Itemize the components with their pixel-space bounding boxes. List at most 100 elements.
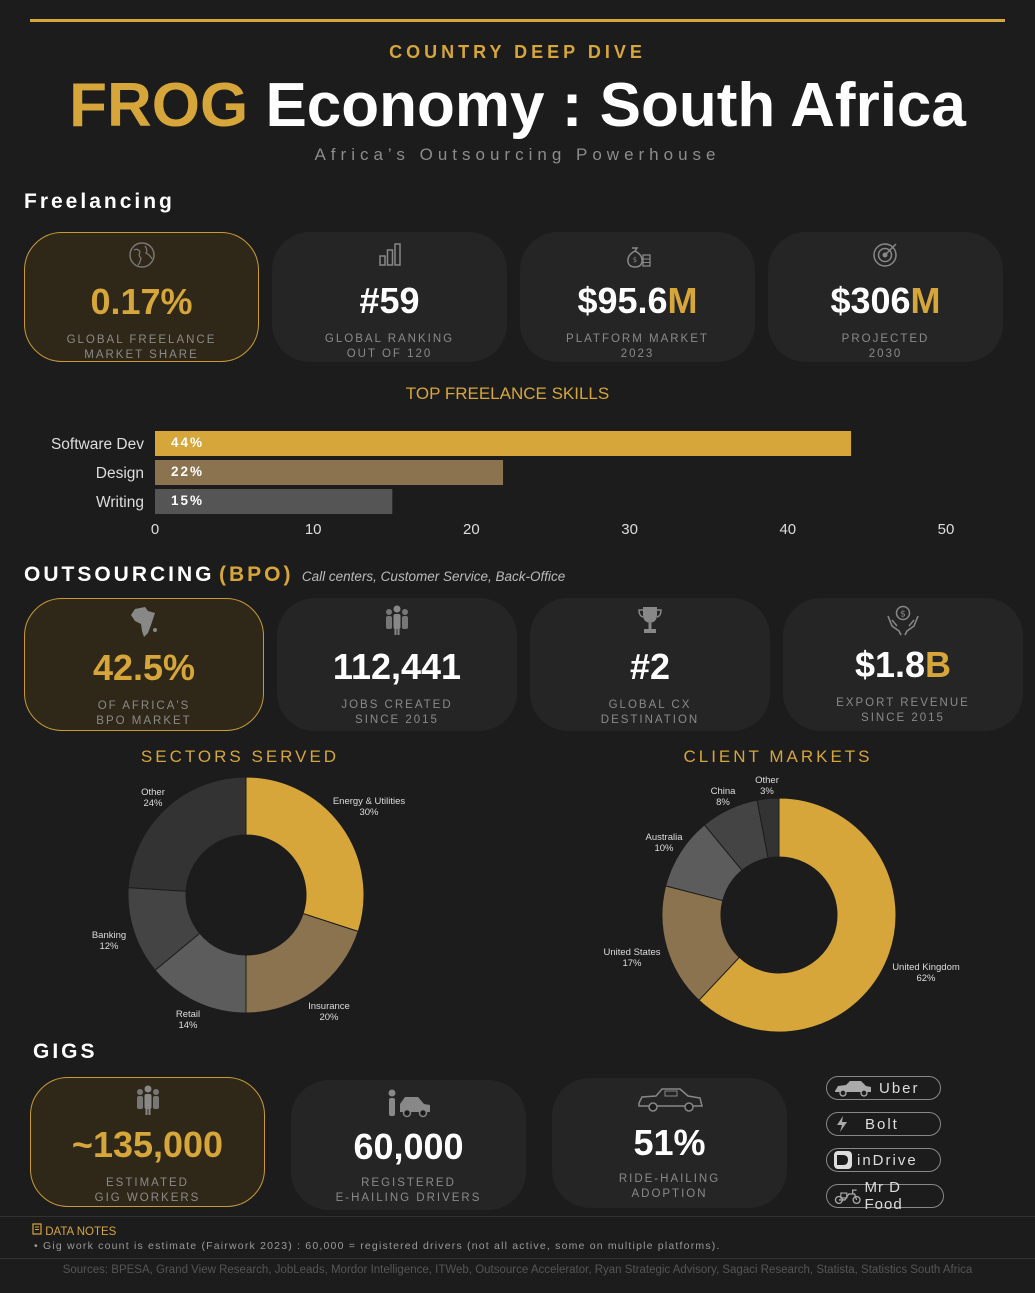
freelance-share-card: 0.17% GLOBAL FREELANCE MARKET SHARE [24,232,259,362]
export-revenue-number: $1.8 [854,644,926,685]
scooter-icon [834,1189,861,1205]
document-icon [32,1223,42,1235]
donut-slice [756,797,780,859]
indrive-icon [834,1151,852,1169]
people-icon [136,1085,159,1115]
gigs-heading: GIGS [33,1040,98,1063]
freelance-share-label2: MARKET SHARE [84,349,199,361]
drivers-value: 60,000 [353,1126,464,1167]
slice-pct-label: 17% [622,958,642,969]
slice-pct-label: 30% [359,807,379,818]
adoption-label2: ADOPTION [631,1188,708,1200]
platform-market-value-suffix: M [667,280,698,321]
outsourcing-heading-main: OUTSOURCING [24,563,215,586]
people-icon [386,605,408,635]
data-notes-text: • Gig work count is estimate (Fairwork 2… [34,1240,721,1252]
platform-uber: Uber [826,1076,941,1100]
platform-mrd: Mr D Food [826,1179,944,1213]
gig-workers-card: ~135,000 ESTIMATED GIG WORKERS [30,1077,265,1207]
slice-name-label: Energy & Utilities [333,796,406,807]
data-notes: DATA NOTES • Gig work count is estimate … [0,1216,1035,1258]
slice-pct-label: 12% [99,941,119,952]
freelance-share-label1: GLOBAL FREELANCE [66,334,217,346]
sectors-donut: Energy & Utilities30%Insurance20%Retail1… [92,776,406,1031]
export-revenue-label1: EXPORT REVENUE [836,697,970,709]
title-accent: FROG [69,71,249,140]
x-tick-label: 40 [779,521,796,538]
platform-bolt: Bolt [826,1112,941,1136]
freelance-share-value: 0.17% [90,281,193,322]
data-notes-title: DATA NOTES [32,1223,116,1238]
sectors-title: SECTORS SERVED [140,747,340,766]
slice-name-label: Australia [646,832,684,843]
x-tick-label: 0 [151,521,159,538]
bar-data-label: 15% [171,493,204,508]
car-icon [835,1081,871,1097]
export-revenue-label2: SINCE 2015 [861,712,945,724]
donut-slice [698,797,897,1033]
slice-name-label: United Kingdom [892,962,960,973]
globe-icon [128,242,155,268]
bar-category-label: Design [96,465,144,482]
drivers-label2: E-HAILING DRIVERS [335,1192,482,1204]
projected-value: $306M [768,280,1003,322]
bar-category-label: Software Dev [51,436,144,453]
bpo-share-value: 42.5% [92,647,196,688]
bar [155,460,504,485]
slice-pct-label: 10% [654,843,674,854]
projected-label2: 2030 [868,348,903,360]
svg-text:$: $ [900,610,906,620]
x-tick-label: 10 [305,521,322,538]
jobs-created-label2: SINCE 2015 [355,714,439,726]
platform-mrd-name: Mr D Food [864,1179,903,1213]
markets-title: CLIENT MARKETS [683,747,873,766]
jobs-created-value: 112,441 [332,646,462,687]
projected-value-number: $306 [830,280,911,321]
projected-card: $306M PROJECTED 2030 [768,232,1003,362]
page-title: FROG Economy : South Africa [0,70,1035,141]
platform-bolt-name: Bolt [865,1115,899,1133]
outsourcing-heading: OUTSOURCING (BPO) Call centers, Customer… [24,563,565,587]
driver-car-icon [388,1089,430,1118]
adoption-card: 51% RIDE-HAILING ADOPTION [552,1078,787,1208]
slice-pct-label: 24% [143,798,163,809]
title-rest: Economy : South Africa [265,71,966,140]
platform-indrive-name: inDrive [857,1151,918,1169]
cx-destination-label2: DESTINATION [600,714,700,726]
bpo-share-label1: OF AFRICA'S [97,700,191,712]
slice-name-label: Banking [92,930,126,941]
global-ranking-value: #59 [359,280,420,321]
gig-workers-label1: ESTIMATED [106,1177,189,1189]
platform-uber-name: Uber [879,1079,920,1097]
bar-category-label: Writing [96,494,144,511]
projected-value-suffix: M [910,280,941,321]
bar [155,489,393,514]
adoption-label1: RIDE-HAILING [618,1173,721,1185]
top-accent-line [30,19,1005,22]
slice-pct-label: 3% [760,786,774,797]
donut-slice [127,776,247,892]
slice-name-label: China [711,786,737,797]
kicker: COUNTRY DEEP DIVE [389,42,646,62]
drivers-card: 60,000 REGISTERED E-HAILING DRIVERS [291,1080,526,1210]
sources: Sources: BPESA, Grand View Research, Job… [0,1258,1035,1276]
data-notes-title-text: DATA NOTES [45,1226,117,1238]
freelancing-heading: Freelancing [24,190,175,213]
bpo-share-card: 42.5% OF AFRICA'S BPO MARKET [24,598,264,731]
platform-market-label1: PLATFORM MARKET [566,333,709,345]
slice-pct-label: 20% [319,1012,339,1023]
drivers-label1: REGISTERED [361,1177,456,1189]
slice-pct-label: 14% [178,1020,198,1031]
gig-workers-label2: GIG WORKERS [94,1192,201,1204]
platform-market-label2: 2023 [620,348,655,360]
svg-text:$: $ [632,256,636,264]
x-tick-label: 30 [621,521,638,538]
donut-slice [245,912,359,1014]
export-revenue-suffix: B [925,644,952,685]
global-ranking-label2: OUT OF 120 [346,348,433,360]
slice-name-label: Insurance [308,1001,350,1012]
money-bag-icon: $ [626,247,651,268]
trophy-icon [638,607,662,633]
projected-label1: PROJECTED [841,333,930,345]
skills-bar-chart: Software Dev 44% Design 22% Writing 15% 0 10 20 3… [51,431,954,538]
